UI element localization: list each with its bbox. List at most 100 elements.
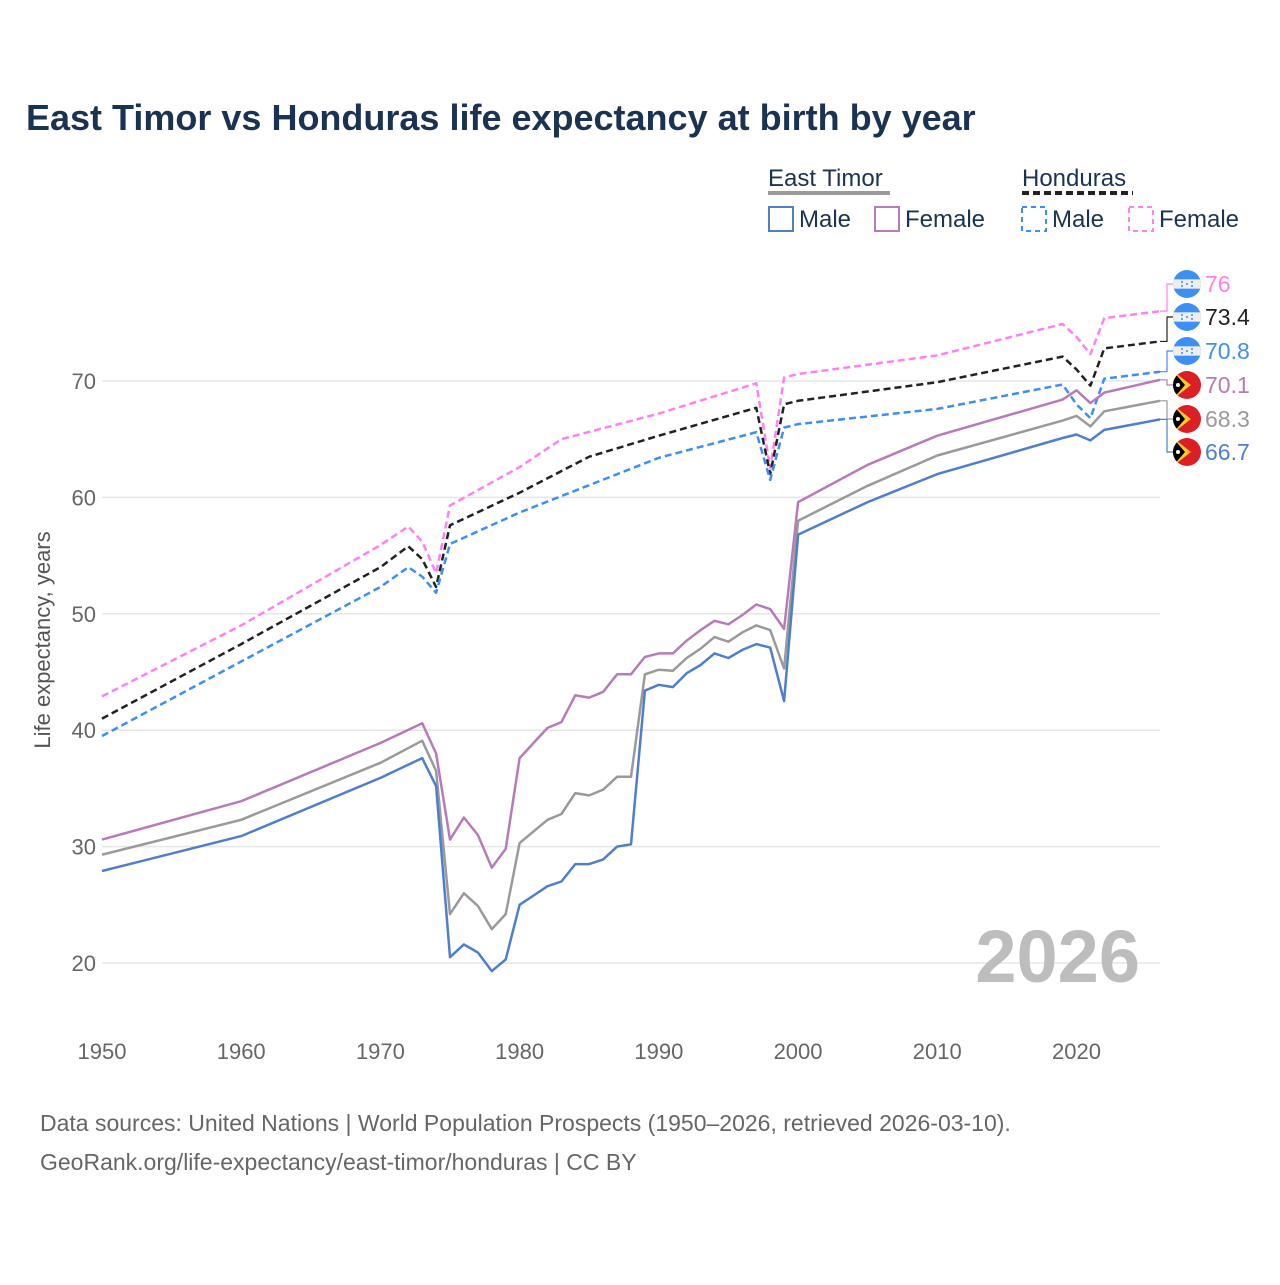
data-point	[491, 867, 493, 869]
data-point	[783, 427, 785, 429]
data-point	[435, 592, 437, 594]
data-point	[769, 479, 771, 481]
data-point	[714, 636, 716, 638]
end-label: 70.1	[1160, 371, 1250, 399]
legend-group-honduras: Honduras	[1022, 165, 1126, 192]
y-tick-label: 30	[72, 835, 96, 860]
line-east-timor-male	[101, 418, 1161, 973]
east-timor-flag-icon	[1173, 405, 1201, 433]
data-point	[240, 800, 242, 802]
x-tick-label: 1970	[356, 1039, 405, 1064]
end-value-label: 70.8	[1205, 338, 1250, 364]
data-point	[1062, 399, 1064, 401]
data-point	[519, 466, 521, 468]
data-point	[755, 643, 757, 645]
data-point	[1103, 429, 1105, 431]
data-point	[1075, 389, 1077, 391]
data-point	[769, 608, 771, 610]
line-honduras	[101, 340, 1161, 720]
end-labels: 76 73.4 70.8 70.1 68.3 66.7	[1160, 270, 1250, 466]
data-point	[1062, 383, 1064, 385]
data-point	[658, 435, 660, 437]
data-point	[449, 956, 451, 958]
data-point	[700, 664, 702, 666]
data-point	[797, 400, 799, 402]
legend-swatch-honduras-female	[1128, 206, 1154, 232]
data-point	[658, 684, 660, 686]
data-point	[477, 834, 479, 836]
data-point	[755, 382, 757, 384]
x-tick-label: 1950	[78, 1039, 127, 1064]
data-point	[700, 648, 702, 650]
legend: East Timor Male Female Honduras Male Fem…	[768, 165, 1239, 233]
label-connector	[1160, 400, 1173, 420]
data-point	[588, 456, 590, 458]
label-connector	[1160, 316, 1173, 343]
data-point	[463, 943, 465, 945]
data-point	[477, 905, 479, 907]
legend-label-east-timor-female: Female	[905, 206, 985, 233]
data-point	[491, 928, 493, 930]
data-point	[101, 718, 103, 720]
data-point	[602, 691, 604, 693]
data-point	[727, 641, 729, 643]
year-watermark: 2026	[975, 915, 1140, 998]
data-point	[588, 794, 590, 796]
data-point	[1062, 356, 1064, 358]
data-point	[421, 541, 423, 543]
legend-swatch-east-timor-male	[768, 206, 794, 232]
x-axis: 1950 1960 1970 1980 1990 2000 2010 2020	[78, 1039, 1101, 1064]
data-point	[379, 586, 381, 588]
chart-title: East Timor vs Honduras life expectancy a…	[26, 97, 976, 138]
data-point	[435, 785, 437, 787]
series-honduras-female	[101, 309, 1161, 698]
data-point	[407, 526, 409, 528]
data-point	[1089, 353, 1091, 355]
data-point	[644, 673, 646, 675]
east-timor-flag-icon	[1173, 438, 1201, 466]
data-point	[1075, 403, 1077, 405]
data-point	[630, 673, 632, 675]
data-point	[658, 652, 660, 654]
data-point	[783, 700, 785, 702]
y-tick-label: 20	[72, 951, 96, 976]
data-point	[1089, 439, 1091, 441]
legend-swatch-east-timor-female	[874, 206, 900, 232]
data-point	[769, 647, 771, 649]
x-tick-label: 2010	[913, 1039, 962, 1064]
honduras-flag-icon	[1173, 303, 1201, 331]
data-point	[560, 881, 562, 883]
data-point	[1103, 410, 1105, 412]
data-point	[769, 467, 771, 469]
data-point	[1103, 392, 1105, 394]
data-point	[101, 870, 103, 872]
footer-source: Data sources: United Nations | World Pop…	[40, 1110, 1011, 1136]
data-point	[741, 614, 743, 616]
data-point	[616, 846, 618, 848]
end-label: 73.4	[1160, 303, 1250, 343]
data-point	[1075, 415, 1077, 417]
data-point	[769, 629, 771, 631]
data-point	[421, 576, 423, 578]
data-point	[421, 558, 423, 560]
data-point	[449, 839, 451, 841]
data-point	[519, 904, 521, 906]
y-tick-label: 40	[72, 718, 96, 743]
data-point	[463, 892, 465, 894]
label-connector	[1160, 418, 1173, 453]
data-point	[491, 970, 493, 972]
footer-link[interactable]: GeoRank.org/life-expectancy/east-timor/h…	[40, 1149, 637, 1175]
data-point	[672, 670, 674, 672]
data-point	[755, 603, 757, 605]
data-point	[714, 620, 716, 622]
data-point	[435, 572, 437, 574]
end-label: 68.3	[1160, 400, 1250, 433]
data-point	[240, 819, 242, 821]
data-point	[936, 454, 938, 456]
data-point	[1103, 347, 1105, 349]
data-point	[616, 673, 618, 675]
legend-group-east-timor: East Timor	[768, 165, 883, 192]
data-point	[700, 629, 702, 631]
data-point	[1062, 437, 1064, 439]
series-honduras	[101, 340, 1161, 720]
